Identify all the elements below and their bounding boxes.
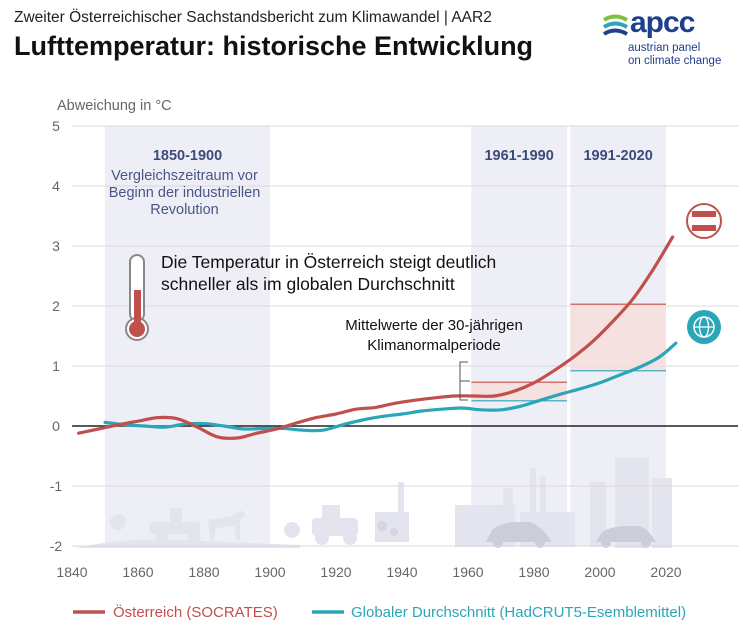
y-tick-label: 1 [52, 358, 60, 374]
apcc-logo-line1: austrian panel [628, 42, 701, 54]
period-band-1961-1990 [471, 126, 567, 546]
y-tick-label: -2 [50, 538, 63, 554]
car-silhouette [486, 522, 552, 542]
x-tick-label: 1840 [56, 564, 87, 580]
page-title: Lufttemperatur: historische Entwicklung [14, 31, 534, 61]
axis-ticks: 5 4 3 2 1 0 -1 -2 1840 1860 1880 1900 1920 1940 1960 19… [50, 98, 682, 580]
normal-period-annotation-line: Klimanormalperiode [367, 337, 500, 354]
bush-silhouette [110, 514, 126, 530]
series-icons [125, 203, 722, 344]
apcc-logo-line2: on climate change [628, 55, 722, 67]
main-annotation-line: schneller als im globalen Durchschnitt [161, 274, 455, 294]
y-tick-label: 2 [52, 298, 60, 314]
background-scenery [75, 458, 672, 548]
apcc-logo-mark-icon [602, 14, 629, 36]
annotation-bracket [459, 361, 470, 401]
period-label-1961-1990: 1961-1990 [484, 148, 553, 164]
period-label-1850-1900: 1850-1900 [153, 148, 222, 164]
austria-flag-stripe-bottom [692, 225, 716, 231]
carriage-driver-silhouette [170, 508, 182, 523]
gear-icon [377, 521, 387, 531]
y-tick-label: 0 [52, 418, 60, 434]
thermometer-bulb-fill-icon [129, 321, 145, 337]
x-tick-label: 2020 [650, 564, 681, 580]
thermometer-fill-icon [134, 290, 141, 326]
data-series [77, 235, 678, 440]
old-car-cabin-silhouette [322, 505, 340, 519]
y-tick-label: 3 [52, 238, 60, 254]
austria-flag-stripe-top [692, 211, 716, 217]
period-sublabel-line: Revolution [150, 202, 219, 218]
apcc-logo: apcc austrian panel on climate change [601, 6, 737, 68]
austria-series-line [77, 235, 675, 440]
y-axis-label: Abweichung in °C [57, 98, 172, 114]
tower-silhouette [503, 488, 513, 543]
legend-global-label: Globaler Durchschnitt (HadCRUT5-Esemblem… [351, 604, 686, 621]
x-tick-label: 1920 [320, 564, 351, 580]
x-tick-label: 1860 [122, 564, 153, 580]
report-supertitle: Zweiter Österreichischer Sachstandsberic… [14, 9, 492, 26]
normal-period-annotation-line: Mittelwerte der 30-jährigen [345, 317, 523, 334]
horse-silhouette [208, 510, 246, 540]
period-label-1991-2020: 1991-2020 [583, 148, 652, 164]
modern-car-silhouette [596, 526, 656, 542]
x-tick-label: 1900 [254, 564, 285, 580]
x-tick-label: 1880 [188, 564, 219, 580]
global-series-line [103, 341, 678, 433]
main-annotation-line: Die Temperatur in Österreich steigt deut… [161, 252, 496, 272]
x-tick-label: 1940 [386, 564, 417, 580]
period-sublabel-line: Vergleichszeitraum vor [111, 168, 258, 184]
legend: Österreich (SOCRATES) Globaler Durchschni… [73, 603, 686, 621]
y-tick-label: 5 [52, 118, 60, 134]
x-tick-label: 1980 [518, 564, 549, 580]
legend-austria-label: Österreich (SOCRATES) [113, 603, 278, 621]
factory-chimney [398, 482, 404, 514]
period-sublabel-line: Beginn der industriellen [109, 185, 261, 201]
y-tick-label: 4 [52, 178, 60, 194]
apcc-logo-word: apcc [630, 6, 695, 39]
x-tick-label: 2000 [584, 564, 615, 580]
x-tick-label: 1960 [452, 564, 483, 580]
y-tick-label: -1 [50, 478, 63, 494]
austria-flag-icon [686, 203, 722, 239]
